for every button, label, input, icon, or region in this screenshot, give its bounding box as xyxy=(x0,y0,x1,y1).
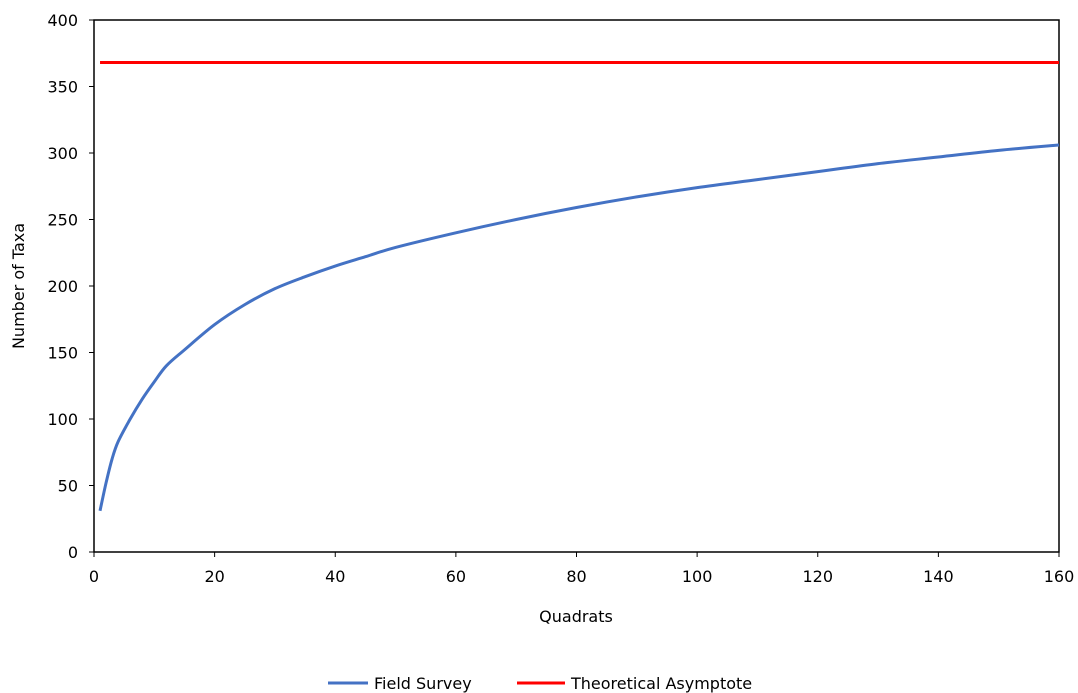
y-tick-label: 250 xyxy=(47,211,78,230)
x-tick-label: 20 xyxy=(204,567,224,586)
x-tick-label: 80 xyxy=(566,567,586,586)
legend-label-theoretical-asymptote: Theoretical Asymptote xyxy=(570,674,752,693)
x-tick-label: 40 xyxy=(325,567,345,586)
y-axis-ticks: 0 50 100 150 200 250 300 350 400 xyxy=(47,11,94,562)
series-layer xyxy=(98,61,1060,512)
x-tick-label: 120 xyxy=(802,567,833,586)
x-tick-label: 160 xyxy=(1044,567,1075,586)
y-tick-label: 300 xyxy=(47,144,78,163)
x-tick-label: 60 xyxy=(446,567,466,586)
legend: Field Survey Theoretical Asymptote xyxy=(328,674,752,693)
y-tick-label: 150 xyxy=(47,344,78,363)
y-tick-label: 100 xyxy=(47,410,78,429)
y-tick-label: 200 xyxy=(47,277,78,296)
x-axis-ticks: 0 20 40 60 80 100 120 140 160 xyxy=(89,552,1074,586)
y-tick-label: 50 xyxy=(58,477,78,496)
y-tick-label: 0 xyxy=(68,543,78,562)
series-line-field-survey xyxy=(98,143,1060,512)
legend-label-field-survey: Field Survey xyxy=(374,674,472,693)
x-tick-label: 0 xyxy=(89,567,99,586)
x-tick-label: 140 xyxy=(923,567,954,586)
y-axis-title: Number of Taxa xyxy=(9,223,28,349)
y-tick-label: 400 xyxy=(47,11,78,30)
x-tick-label: 100 xyxy=(682,567,713,586)
y-tick-label: 350 xyxy=(47,78,78,97)
x-axis-title: Quadrats xyxy=(539,607,613,626)
